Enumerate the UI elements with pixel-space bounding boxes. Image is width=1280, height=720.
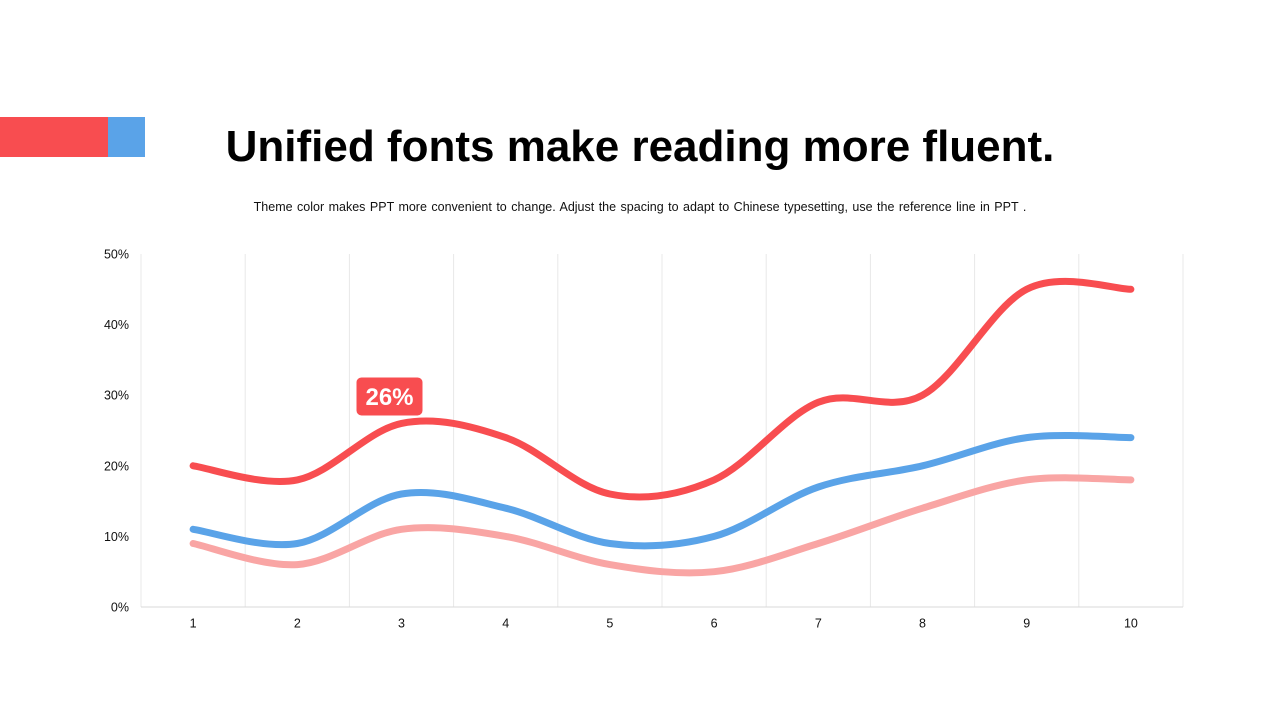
- accent-bar-blue: [108, 117, 145, 157]
- x-tick-label: 5: [606, 617, 613, 631]
- x-tick-label: 8: [919, 617, 926, 631]
- series-line-red: [189, 277, 1135, 501]
- x-tick-label: 7: [815, 617, 822, 631]
- y-tick-label: 30%: [104, 389, 129, 403]
- x-tick-label: 9: [1023, 617, 1030, 631]
- x-tick-label: 1: [190, 617, 197, 631]
- series-line-blue: [189, 432, 1135, 550]
- callout-box: [356, 377, 423, 416]
- y-tick-label: 0%: [111, 601, 129, 615]
- slide-subtitle: Theme color makes PPT more convenient to…: [253, 200, 1027, 214]
- callout-label: 26%: [365, 384, 413, 411]
- x-tick-label: 6: [711, 617, 718, 631]
- y-tick-label: 20%: [104, 459, 129, 473]
- accent-bar-red: [0, 117, 108, 157]
- y-tick-label: 50%: [104, 248, 129, 262]
- x-tick-label: 3: [398, 617, 405, 631]
- series-line-pink: [189, 474, 1135, 577]
- x-tick-label: 4: [502, 617, 509, 631]
- x-tick-label: 10: [1124, 617, 1138, 631]
- y-tick-label: 10%: [104, 530, 129, 544]
- y-tick-label: 40%: [104, 318, 129, 332]
- slide-title: Unified fonts make reading more fluent.: [225, 122, 1055, 171]
- x-tick-label: 2: [294, 617, 301, 631]
